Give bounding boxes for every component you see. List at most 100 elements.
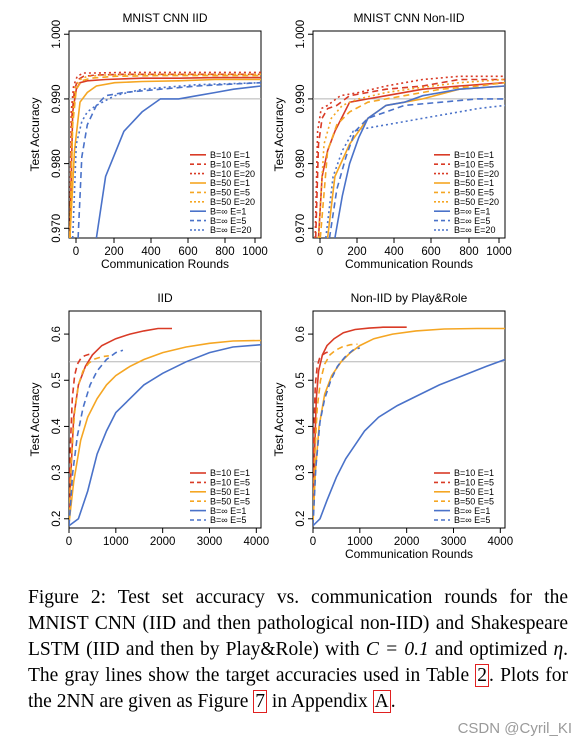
series-line-4	[313, 343, 358, 524]
series-line-8	[328, 98, 505, 238]
x-tick-label: 600	[178, 246, 197, 258]
legend-label: B=50 E=1	[210, 178, 250, 188]
legend-label: B=10 E=20	[210, 169, 255, 179]
chart-panel-1: MNIST CNN IID 0 200 400 600 800 1000 0.970 0.980…	[28, 11, 268, 271]
legend-label: B=∞ E=5	[210, 216, 246, 226]
legend: B=10 E=1B=10 E=5B=10 E=20B=50 E=1 B=50 E=…	[434, 150, 499, 235]
x-tick-label: 400	[384, 246, 403, 258]
x-tick-label: 1000	[103, 536, 129, 548]
x-tick-label: 600	[421, 246, 440, 258]
legend: B=10 E=1B=10 E=5B=10 E=20B=50 E=1 B=50 E=…	[190, 150, 255, 235]
y-axis-label: Test Accuracy	[28, 382, 42, 456]
caption-text-3: . The gray lines show the target accurac…	[28, 639, 569, 686]
y-tick-label: 0.970	[51, 214, 63, 243]
chart-title: MNIST CNN IID	[122, 11, 207, 25]
series-line-6	[317, 78, 505, 238]
y-tick-label: 0.3	[51, 465, 63, 481]
caption-math-c: C = 0.1	[365, 639, 429, 660]
y-axis-label: Test Accuracy	[272, 382, 286, 456]
legend-label: B=10 E=5	[210, 159, 250, 169]
x-tick-label: 0	[66, 536, 72, 548]
figure-ref-link[interactable]: 7	[253, 690, 268, 713]
legend-label: B=10 E=20	[454, 169, 499, 179]
legend-label: B=10 E=5	[454, 159, 494, 169]
series-line-7	[95, 85, 261, 238]
y-tick-label: 0.990	[295, 85, 307, 114]
x-tick-label: 4000	[244, 536, 270, 548]
legend-label: B=50 E=20	[210, 197, 255, 207]
series-line-2	[313, 350, 331, 524]
appendix-ref-link[interactable]: A	[372, 690, 391, 713]
y-tick-label: 0.5	[51, 372, 63, 388]
series-line-6	[69, 349, 124, 526]
legend-label: B=10 E=1	[210, 150, 250, 160]
x-tick-label: 1000	[347, 536, 373, 548]
table-ref-link[interactable]: 2	[475, 664, 490, 687]
series-line-3	[69, 71, 261, 238]
caption-text-1: Figure 2: Test set accuracy vs. communic…	[28, 587, 568, 660]
legend-label: B=∞ E=1	[454, 506, 490, 516]
series-line-1	[313, 326, 407, 524]
watermark: CSDN @Cyril_KI	[457, 720, 572, 737]
x-axis-label: Communication Rounds	[345, 257, 473, 271]
series-line-1	[69, 327, 172, 524]
series-line-2	[69, 353, 93, 524]
plot-frame	[312, 30, 506, 239]
chart-title: Non-IID by Play&Role	[351, 291, 468, 305]
series-line-9	[71, 81, 261, 238]
series-line-7	[334, 85, 505, 238]
caption-math-eta: η	[553, 639, 564, 660]
y-tick-label: 0.980	[295, 149, 307, 178]
x-tick-label: 2000	[394, 536, 420, 548]
caption-text-2: and optimized	[428, 639, 554, 660]
y-tick-label: 0.980	[51, 149, 63, 178]
x-tick-label: 4000	[488, 536, 514, 548]
legend-label: B=∞ E=5	[454, 216, 490, 226]
legend: B=10 E=1B=10 E=5B=50 E=1B=50 E=5B=∞ E=1B…	[434, 468, 494, 525]
series-line-5	[313, 358, 505, 527]
x-tick-label: 800	[459, 246, 478, 258]
x-tick-label: 3000	[197, 536, 223, 548]
series-line-4	[69, 355, 109, 524]
series-line-1	[69, 76, 261, 238]
legend-label: B=50 E=1	[454, 178, 494, 188]
legend-label: B=∞ E=1	[454, 206, 490, 216]
legend-label: B=10 E=1	[454, 150, 494, 160]
plot-frame	[68, 310, 262, 529]
x-tick-label: 1000	[486, 246, 512, 258]
series-line-6	[313, 347, 361, 526]
plot-frame	[312, 310, 506, 529]
legend-label: B=10 E=1	[210, 468, 250, 478]
chart-title: IID	[157, 291, 173, 305]
legend-label: B=∞ E=5	[210, 515, 246, 525]
figure-caption: Figure 2: Test set accuracy vs. communic…	[28, 585, 568, 715]
chart-panel-3: IID 0 1000 2000 3000 4000 0.2 0.3 0.4 0.5 0.6 Test …	[28, 291, 269, 548]
legend-label: B=50 E=5	[454, 496, 494, 506]
series-line-3	[69, 339, 261, 524]
series-line-5	[69, 343, 261, 527]
x-tick-label: 3000	[441, 536, 467, 548]
y-tick-label: 0.4	[51, 418, 63, 435]
x-tick-label: 0	[317, 246, 323, 258]
series-line-6	[69, 73, 261, 238]
legend-label: B=50 E=20	[454, 197, 499, 207]
y-tick-label: 0.2	[295, 511, 307, 527]
legend-label: B=∞ E=1	[210, 206, 246, 216]
y-tick-label: 0.990	[51, 85, 63, 114]
legend: B=10 E=1B=10 E=5B=50 E=1B=50 E=5B=∞ E=1B…	[190, 468, 250, 525]
y-tick-label: 0.5	[295, 372, 307, 388]
legend-label: B=∞ E=1	[210, 506, 246, 516]
legend-label: B=∞ E=20	[210, 225, 251, 235]
x-tick-label: 2000	[150, 536, 176, 548]
series-line-3	[314, 75, 505, 238]
series-line-5	[69, 74, 261, 238]
y-tick-label: 0.2	[51, 511, 63, 527]
y-tick-label: 1.000	[51, 20, 63, 49]
x-axis-label: Communication Rounds	[101, 257, 229, 271]
caption-text-4: . Plots for the 2NN are given as Figure	[28, 665, 568, 712]
legend-label: B=50 E=1	[454, 487, 494, 497]
x-tick-label: 1000	[242, 246, 268, 258]
x-tick-label: 400	[141, 246, 160, 258]
x-tick-label: 200	[347, 246, 366, 258]
legend-label: B=10 E=5	[454, 478, 494, 488]
